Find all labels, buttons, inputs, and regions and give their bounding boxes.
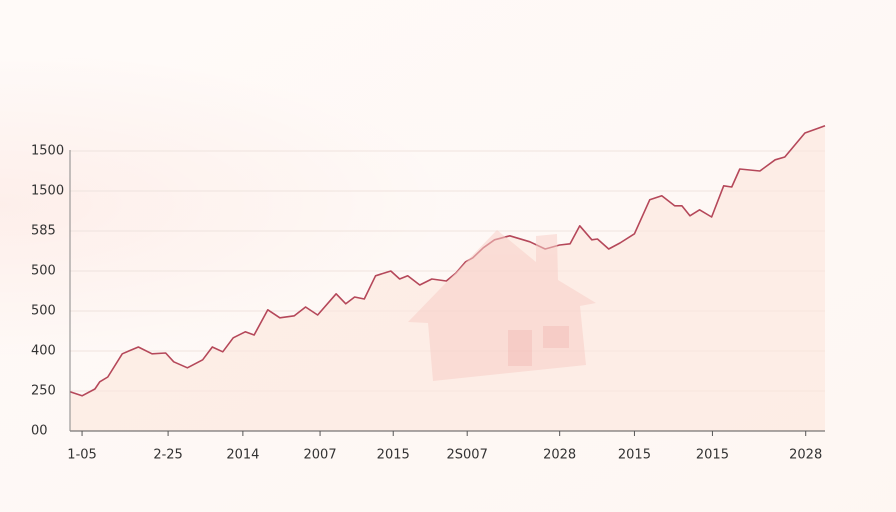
line [69, 125, 826, 397]
y-tick-label: 585 [31, 224, 56, 239]
area [70, 125, 825, 432]
x-tick-label: 2-25 [153, 448, 183, 463]
x-tick-label: 2015 [618, 448, 651, 463]
x-tick-label: 2015 [377, 448, 410, 463]
y-tick-label: 500 [31, 304, 56, 319]
x-tick-label: 2028 [789, 448, 822, 463]
x-tick-label: 2007 [304, 448, 337, 463]
x-tick-label: 2028 [543, 448, 576, 463]
x-tick-label: 1-05 [67, 448, 97, 463]
y-tick-label: 00 [31, 424, 48, 439]
y-tick-label: 250 [31, 384, 56, 399]
y-tick-label: 1500 [31, 184, 64, 199]
x-tick-label: 2015 [696, 448, 729, 463]
y-tick-label: 1500 [31, 144, 64, 159]
y-tick-label: 500 [31, 264, 56, 279]
x-tick-label: 2S007 [447, 448, 488, 463]
y-tick-label: 400 [31, 344, 56, 359]
house-illustration [408, 230, 596, 381]
x-tick-label: 2014 [226, 448, 259, 463]
